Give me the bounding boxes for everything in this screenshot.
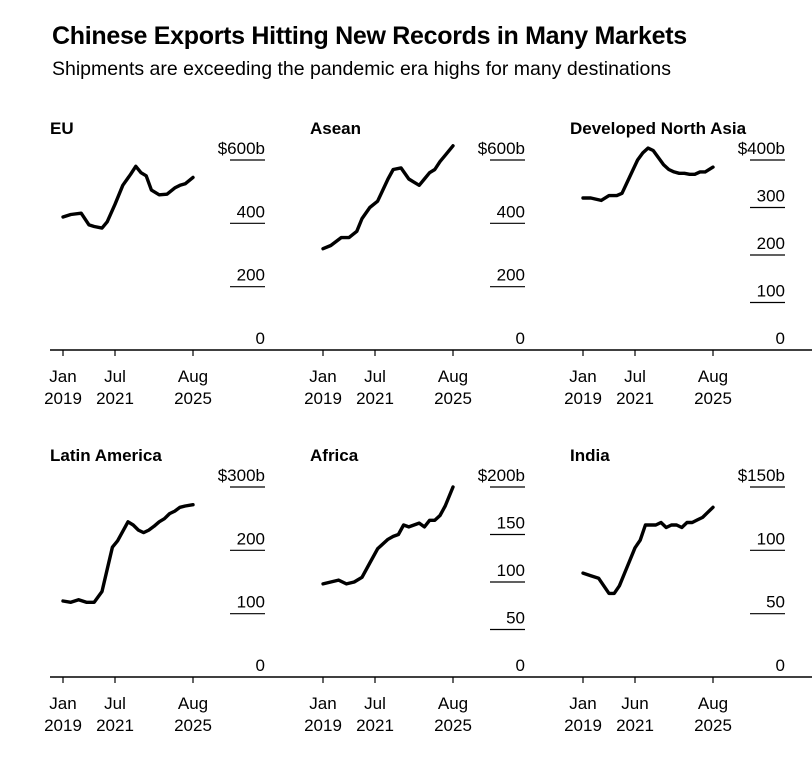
y-tick-label: $150b <box>738 466 785 485</box>
x-tick-label: Jul <box>364 694 386 713</box>
x-tick-year-label: 2019 <box>44 389 82 408</box>
x-tick-label: Jul <box>364 367 386 386</box>
y-tick-label: 300 <box>757 187 785 206</box>
y-tick-label: 0 <box>516 656 525 675</box>
x-tick-label: Jan <box>569 367 596 386</box>
page-title: Chinese Exports Hitting New Records in M… <box>52 22 687 50</box>
y-tick-label: 50 <box>506 609 525 628</box>
y-tick-label: $600b <box>478 139 525 158</box>
series-line <box>61 503 195 605</box>
x-tick-year-label: 2019 <box>44 716 82 735</box>
x-tick-label: Jan <box>309 367 336 386</box>
x-tick-year-label: 2021 <box>616 716 654 735</box>
y-tick-label: 200 <box>757 234 785 253</box>
x-tick-year-label: 2021 <box>356 389 394 408</box>
y-tick-label: $400b <box>738 139 785 158</box>
chart-panel-latin-america: Latin America 0 100 200 $300b Jan 2019 Jul 2021 A… <box>44 446 310 735</box>
x-tick-year-label: 2019 <box>304 389 342 408</box>
y-tick-label: 150 <box>497 514 525 533</box>
x-tick-label: Jan <box>569 694 596 713</box>
x-tick-year-label: 2025 <box>694 716 732 735</box>
y-tick-label: 200 <box>237 266 265 285</box>
series-line <box>61 164 195 230</box>
x-tick-year-label: 2025 <box>694 389 732 408</box>
x-tick-label: Aug <box>698 694 728 713</box>
x-tick-label: Aug <box>178 367 208 386</box>
x-tick-year-label: 2025 <box>434 716 472 735</box>
y-tick-label: 100 <box>237 593 265 612</box>
x-tick-year-label: 2025 <box>434 389 472 408</box>
y-tick-label: 200 <box>237 529 265 548</box>
y-tick-label: 0 <box>776 329 785 348</box>
chart-panel-asean: Asean 0 200 400 $600b Jan 2019 Jul 2021 Aug 2025 <box>304 119 570 408</box>
x-tick-label: Jun <box>621 694 648 713</box>
x-tick-label: Aug <box>438 694 468 713</box>
x-tick-year-label: 2021 <box>616 389 654 408</box>
y-tick-label: 100 <box>757 282 785 301</box>
x-tick-label: Aug <box>438 367 468 386</box>
x-tick-year-label: 2021 <box>96 716 134 735</box>
x-tick-label: Jan <box>309 694 336 713</box>
y-tick-label: $300b <box>218 466 265 485</box>
y-tick-label: 100 <box>497 561 525 580</box>
y-tick-label: $200b <box>478 466 525 485</box>
chart-title: Latin America <box>50 446 162 465</box>
chart-panel-developed-north-asia: Developed North Asia 0 100 200 300 $400b Jan 20… <box>564 119 812 408</box>
y-tick-label: 0 <box>776 656 785 675</box>
y-tick-label: 50 <box>766 593 785 612</box>
y-tick-label: 100 <box>757 529 785 548</box>
x-tick-label: Aug <box>698 367 728 386</box>
y-tick-label: 0 <box>256 656 265 675</box>
series-line <box>581 146 715 203</box>
series-line <box>581 505 715 596</box>
x-tick-label: Jan <box>49 367 76 386</box>
y-tick-label: 200 <box>497 266 525 285</box>
y-tick-label: 400 <box>497 202 525 221</box>
x-tick-label: Jul <box>624 367 646 386</box>
x-tick-year-label: 2021 <box>96 389 134 408</box>
chart-title: EU <box>50 119 74 138</box>
y-tick-label: 0 <box>516 329 525 348</box>
x-tick-label: Jul <box>104 694 126 713</box>
y-tick-label: $600b <box>218 139 265 158</box>
x-tick-year-label: 2019 <box>564 716 602 735</box>
chart-title: Developed North Asia <box>570 119 747 138</box>
x-tick-label: Aug <box>178 694 208 713</box>
x-tick-label: Jan <box>49 694 76 713</box>
x-tick-label: Jul <box>104 367 126 386</box>
y-tick-label: 0 <box>256 329 265 348</box>
page-subtitle: Shipments are exceeding the pandemic era… <box>52 58 671 80</box>
y-tick-label: 400 <box>237 202 265 221</box>
x-tick-year-label: 2025 <box>174 716 212 735</box>
series-line <box>321 485 455 586</box>
chart-title: India <box>570 446 610 465</box>
x-tick-year-label: 2021 <box>356 716 394 735</box>
chart-panel-africa: Africa 0 50 100 150 $200b Jan 2019 Jul 2021 Aug 202… <box>304 446 570 735</box>
chart-title: Asean <box>310 119 361 138</box>
x-tick-year-label: 2025 <box>174 389 212 408</box>
chart-panel-india: India 0 50 100 $150b Jan 2019 Jun 2021 Aug 2025 <box>564 446 812 735</box>
x-tick-year-label: 2019 <box>564 389 602 408</box>
x-tick-year-label: 2019 <box>304 716 342 735</box>
chart-panel-eu: EU 0 200 400 $600b Jan 2019 Jul 2021 Aug 2025 <box>44 119 310 408</box>
series-line <box>321 144 455 251</box>
chart-title: Africa <box>310 446 359 465</box>
